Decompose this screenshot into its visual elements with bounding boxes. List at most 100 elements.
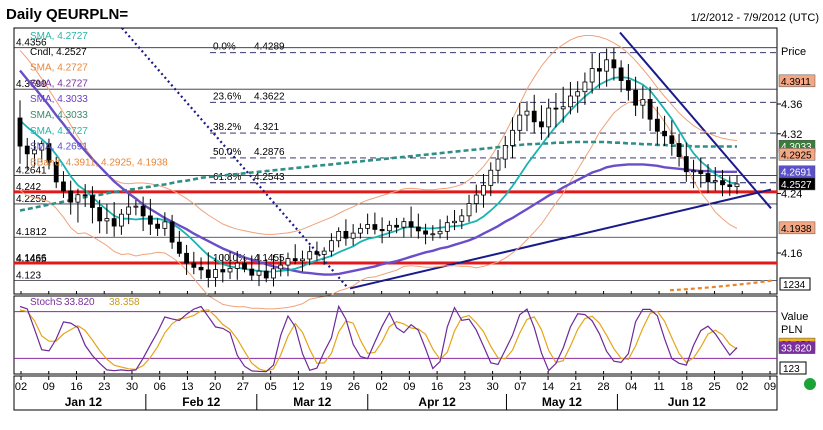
sma-fast-line — [19, 76, 738, 273]
candle-body — [53, 161, 59, 183]
candle-body — [147, 215, 153, 225]
candle-body — [712, 180, 718, 183]
candle-body — [213, 269, 218, 278]
fibonacci-label: 50.0% — [213, 147, 241, 158]
bollinger-lower-line — [19, 99, 738, 310]
candle-body — [285, 258, 291, 266]
candle-body — [321, 250, 327, 255]
candle-body — [502, 145, 508, 160]
price-tag-box — [778, 148, 816, 161]
candle-body — [379, 228, 385, 232]
candle-body — [669, 135, 675, 144]
time-tick-label: 04 — [625, 381, 637, 393]
sma-mid-line — [19, 69, 737, 276]
time-tick-label: 06 — [154, 381, 166, 393]
candle-body — [17, 117, 23, 147]
candle-body — [546, 107, 552, 128]
candle-body — [343, 231, 349, 239]
candle-body — [140, 205, 146, 217]
time-tick-label: 20 — [209, 381, 221, 393]
candles — [17, 47, 740, 288]
candle-body — [111, 218, 117, 227]
candle-body — [118, 213, 124, 227]
time-tick-label: 14 — [542, 381, 554, 393]
time-tick-label: 23 — [98, 381, 110, 393]
candle-body — [524, 110, 530, 116]
candle-body — [329, 240, 334, 252]
time-tick-label: 02 — [15, 381, 27, 393]
candle-body — [350, 232, 356, 239]
candle-body — [256, 270, 262, 276]
time-tick-label: 16 — [70, 381, 82, 393]
legend-entry: SMA, 4.2727 — [30, 31, 88, 42]
bollinger-bands — [19, 35, 738, 310]
stoch-legend-label: StochS — [30, 297, 63, 308]
price-grid — [20, 291, 771, 294]
price-tick-label: 4.32 — [781, 129, 802, 141]
price-plot-frame — [13, 27, 778, 295]
candle-body — [510, 129, 515, 146]
legend-entry: SMA, 4.2727 — [30, 126, 88, 137]
candle-body — [401, 221, 407, 228]
legend-entry: SMA, 4.2727 — [30, 78, 88, 89]
legend-entry: SMA, 4.2727 — [30, 63, 88, 74]
candle-body — [372, 224, 378, 230]
candle-body — [481, 184, 486, 196]
stoch-grid — [20, 371, 771, 374]
price-tag: 4.3033 — [781, 142, 812, 153]
candle-body — [82, 194, 88, 197]
stoch-tag-box — [778, 341, 816, 354]
candle-body — [640, 99, 646, 106]
candle-body — [191, 262, 197, 268]
candle-body — [394, 224, 400, 228]
candle-body — [271, 268, 276, 279]
time-axis-months: Jan 12 Feb 12 Mar 12 Apr 12 May 12 Jun 12 — [65, 394, 706, 410]
price-tag-box — [778, 221, 816, 235]
time-tick-label: 21 — [570, 381, 582, 393]
fibonacci-label: 0.0% — [213, 42, 236, 53]
candle-body — [654, 118, 660, 132]
fibonacci-label: 38.2% — [213, 122, 241, 133]
uptrend-line — [349, 188, 772, 290]
moving-averages — [19, 69, 738, 276]
status-indicator-icon[interactable] — [804, 378, 816, 390]
stoch-lines — [19, 304, 738, 373]
stoch-tag: 33.820 — [781, 344, 812, 355]
candle-body — [32, 149, 37, 155]
candle-body — [698, 170, 704, 174]
candle-body — [473, 194, 479, 204]
time-tick-label: 09 — [764, 381, 776, 393]
fibonacci-value: 4.4289 — [254, 42, 285, 53]
level-label: 4.2259 — [16, 194, 47, 205]
candle-body — [198, 266, 204, 271]
price-bottom-tag-box — [779, 277, 811, 291]
candle-body — [553, 107, 559, 110]
date-range: 1/2/2012 - 7/9/2012 (UTC) — [691, 12, 819, 24]
price-tick-label: 4.36 — [781, 99, 802, 111]
level-label: 4.242 — [16, 182, 41, 193]
time-tick-label: 27 — [237, 381, 249, 393]
price-tag: 4.1938 — [781, 224, 812, 235]
candle-body — [24, 145, 30, 155]
candle-body — [683, 156, 689, 173]
time-tick-label: 12 — [292, 381, 304, 393]
candle-body — [278, 264, 284, 270]
bollinger-upper-line — [19, 35, 738, 235]
candle-body — [582, 81, 588, 93]
candle-body — [575, 91, 581, 97]
time-tick-label: 30 — [126, 381, 138, 393]
level-label: 4.4356 — [16, 38, 47, 49]
candle-body — [227, 267, 233, 273]
price-tag: 4.3911 — [781, 77, 811, 88]
stoch-levels — [14, 311, 777, 359]
price-pane: 0.0% 4.4289 23.6% 4.3622 38.2% 4.321 50.0% 4.28… — [13, 27, 816, 310]
candle-body — [705, 173, 711, 183]
time-tick-label: 18 — [681, 381, 693, 393]
stoch-k-line — [19, 304, 738, 373]
fibonacci-label: 23.6% — [213, 91, 241, 102]
candle-body — [618, 67, 624, 81]
candle-body — [104, 218, 110, 222]
candle-body — [415, 226, 421, 232]
